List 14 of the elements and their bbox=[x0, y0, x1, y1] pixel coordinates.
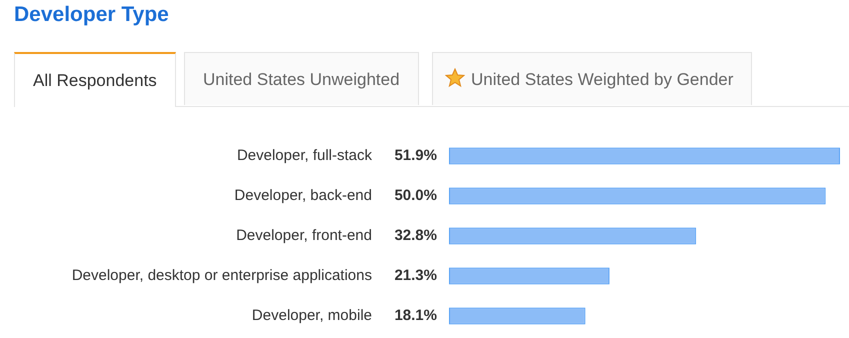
text: United States Weighted by Gender bbox=[432, 52, 752, 105]
y-tick-label: Developer, mobile bbox=[252, 307, 372, 324]
data-label: 32.8% bbox=[394, 227, 437, 244]
y-tick-label: Developer, front-end bbox=[236, 227, 372, 244]
text: United States Unweighted bbox=[184, 52, 419, 105]
data-label: 18.1% bbox=[394, 307, 437, 324]
data-label: 21.3% bbox=[394, 267, 437, 284]
y-tick-label: Developer, desktop or enterprise applications bbox=[72, 267, 372, 284]
data-label: 51.9% bbox=[394, 147, 437, 164]
text: All Respondents bbox=[14, 52, 176, 107]
y-tick-label: Developer, full-stack bbox=[236, 147, 372, 164]
y-tick-label: Developer, back-end bbox=[234, 187, 372, 204]
data-label: 50.0% bbox=[394, 187, 437, 204]
text: Developer Type bbox=[14, 3, 169, 27]
